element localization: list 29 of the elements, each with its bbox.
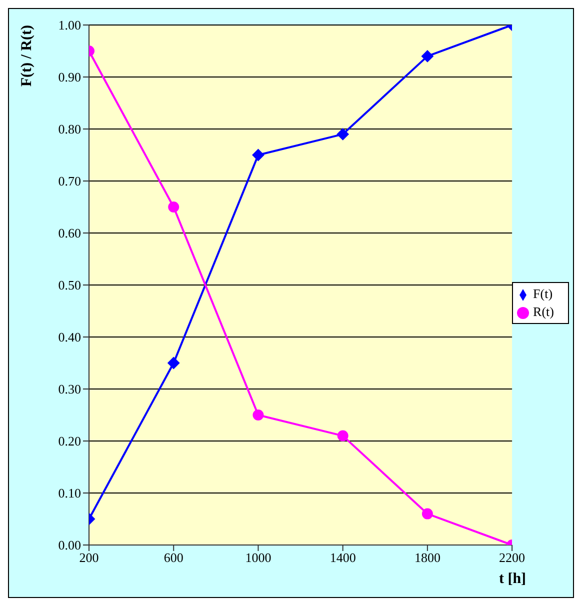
x-tick-label: 1400 [330, 550, 356, 566]
y-tick-label: 0.50 [58, 278, 81, 293]
point [252, 149, 264, 161]
point [422, 508, 433, 520]
y-tick-label: 0.40 [58, 330, 81, 345]
point [168, 357, 180, 369]
y-tick-label: 0.70 [58, 174, 81, 189]
y-tick-label: 0.00 [58, 538, 81, 553]
x-tick-label: 600 [164, 550, 184, 566]
point [337, 430, 348, 442]
point [168, 202, 180, 212]
y-axis-title: F(t) / R(t) [19, 25, 35, 87]
legend-label: R(t) [533, 304, 554, 319]
point [252, 410, 264, 420]
y-tick-label: 0.60 [58, 226, 81, 241]
x-tick-label: 1800 [414, 550, 440, 566]
y-tick-label: 0.10 [58, 486, 81, 501]
x-tick-label: 1000 [245, 550, 272, 566]
y-tick-label: 0.30 [58, 382, 81, 397]
point [421, 50, 434, 62]
y-tick-label: 0.80 [58, 122, 81, 137]
x-axis-title: t [h] [498, 571, 526, 587]
y-tick-label: 0.90 [58, 70, 81, 85]
point [336, 128, 349, 140]
x-tick-label: 200 [79, 550, 99, 566]
y-tick-label: 1.00 [58, 18, 81, 33]
legend-label: F(t) [533, 286, 553, 301]
y-tick-label: 0.20 [58, 434, 81, 449]
x-tick-label: 2200 [499, 550, 526, 566]
